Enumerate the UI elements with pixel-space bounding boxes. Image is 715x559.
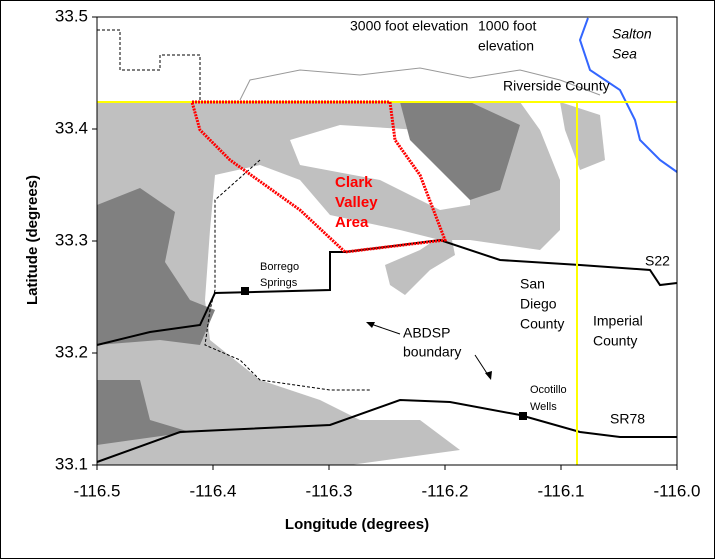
map-label: Springs — [260, 277, 298, 289]
map-label: Area — [335, 214, 369, 231]
y-tick-label: 33.1 — [55, 454, 88, 473]
map-label: Sea — [612, 46, 637, 62]
map-label: County — [593, 333, 637, 349]
map-label: Ocotillo — [530, 384, 567, 396]
sr78-road — [96, 398, 677, 463]
arrow-head — [485, 371, 492, 380]
x-tick-label: -116.1 — [538, 481, 585, 500]
map-label: elevation — [478, 38, 534, 54]
map-label: S22 — [645, 253, 670, 269]
x-tick-label: -116.3 — [306, 481, 353, 500]
map-label: SR78 — [610, 411, 645, 427]
map-label: boundary — [403, 344, 461, 360]
x-tick-label: -116.5 — [74, 481, 121, 500]
map-label: ABDSP — [403, 325, 450, 341]
map-label: Borrego — [260, 261, 299, 273]
abdsp-boundary — [97, 29, 201, 102]
x-tick-label: -116.2 — [422, 481, 469, 500]
elevation-3000ft — [400, 102, 520, 200]
map-label: Clark — [335, 174, 373, 191]
town-marker — [519, 412, 527, 420]
map-label: Diego — [520, 296, 557, 312]
elevation-1000ft — [385, 230, 455, 295]
s22-road — [96, 238, 678, 346]
salton-sea-shore — [578, 17, 678, 173]
elevation-3000ft — [97, 188, 215, 345]
contour-line — [239, 67, 601, 101]
map-label: San — [520, 276, 545, 292]
map-label: Riverside County — [503, 78, 610, 94]
elevation-1000ft — [560, 102, 605, 170]
map-label: County — [520, 316, 564, 332]
map-label: Salton — [612, 26, 652, 42]
map-label: Imperial — [593, 313, 643, 329]
y-tick-label: 33.2 — [55, 342, 88, 361]
map-layers — [96, 17, 678, 465]
x-axis-title: Longitude (degrees) — [285, 516, 429, 533]
town-marker — [241, 287, 249, 295]
elevation-3000ft — [97, 380, 190, 445]
abdsp-boundary — [204, 159, 370, 391]
map-label: Valley — [335, 194, 378, 211]
x-tick-label: -116.4 — [190, 481, 237, 500]
y-axis-title: Latitude (degrees) — [24, 175, 41, 305]
map-label: 3000 foot elevation — [350, 18, 468, 34]
y-tick-label: 33.3 — [55, 230, 88, 249]
y-tick-label: 33.5 — [55, 6, 88, 25]
map-label: 1000 foot — [478, 18, 536, 34]
map-label: Wells — [530, 401, 557, 413]
arrow-head — [366, 322, 375, 328]
clark-valley-outline — [190, 100, 448, 254]
y-tick-label: 33.4 — [55, 118, 88, 137]
x-tick-label: -116.0 — [654, 481, 701, 500]
